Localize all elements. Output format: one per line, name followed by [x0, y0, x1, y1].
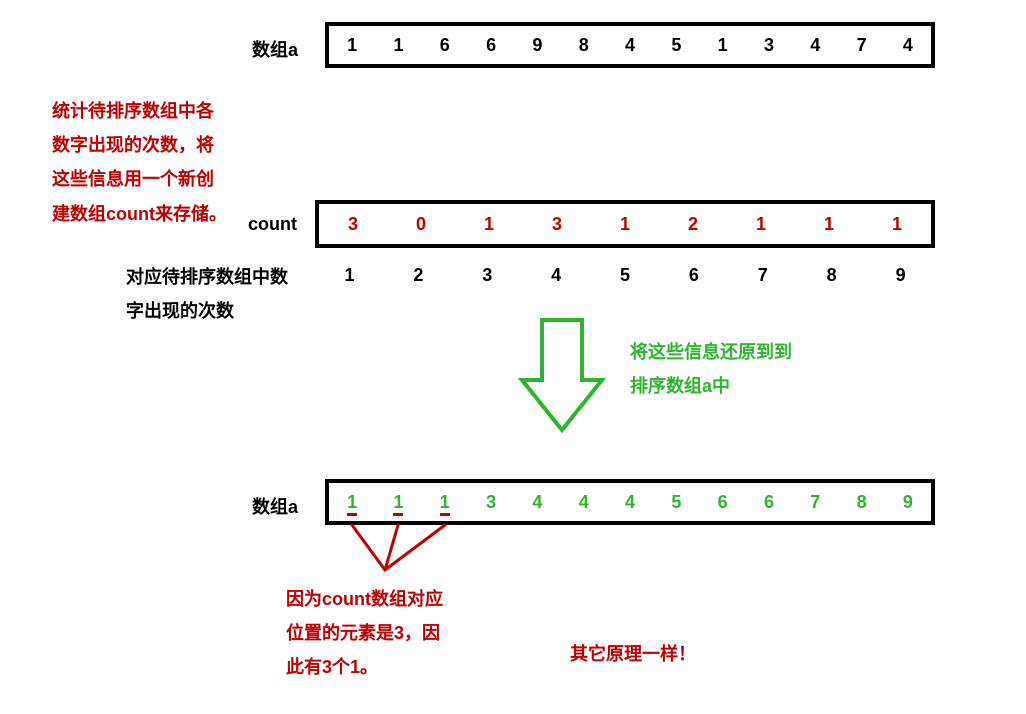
array-a-bottom-cell: 9 — [885, 492, 931, 513]
underlined-value: 1 — [440, 492, 450, 516]
array-a-bottom-cell: 8 — [838, 492, 884, 513]
array-a-bottom-cell: 3 — [468, 492, 514, 513]
para-line: 字出现的次数 — [126, 301, 234, 321]
array-a-bottom-cell: 5 — [653, 492, 699, 513]
array-a-top-cell: 1 — [375, 35, 421, 56]
index-cell: 1 — [315, 265, 384, 286]
para-line: 数字出现的次数，将 — [52, 135, 214, 155]
array-a-top-cell: 3 — [746, 35, 792, 56]
count-cell: 1 — [727, 214, 795, 235]
count-label: count — [248, 214, 297, 235]
count-box: 301312111 — [315, 200, 935, 248]
para-bottom-right: 其它原理一样！ — [570, 640, 696, 666]
array-a-top-cell: 7 — [838, 35, 884, 56]
array-a-bottom-cell: 4 — [561, 492, 607, 513]
index-cell: 6 — [659, 265, 728, 286]
array-a-top-cell: 1 — [329, 35, 375, 56]
underlined-value: 1 — [393, 492, 403, 516]
underlined-value: 1 — [347, 492, 357, 516]
index-row-label: 对应待排序数组中数字出现的次数 — [126, 260, 288, 328]
array-a-bottom-cell: 7 — [792, 492, 838, 513]
para-line: 对应待排序数组中数 — [126, 267, 288, 287]
array-a-top-cell: 1 — [700, 35, 746, 56]
para-count-explanation: 统计待排序数组中各数字出现的次数，将这些信息用一个新创建数组count来存储。 — [52, 94, 227, 231]
array-a-bottom-cell: 4 — [514, 492, 560, 513]
index-cell: 2 — [384, 265, 453, 286]
array-a-bottom-cell: 6 — [700, 492, 746, 513]
array-a-bottom-cell: 1 — [329, 492, 375, 513]
array-a-top-cell: 6 — [468, 35, 514, 56]
para-line: 排序数组a中 — [630, 376, 730, 396]
index-cell: 3 — [453, 265, 522, 286]
para-line: 这些信息用一个新创 — [52, 169, 214, 189]
array-a-bottom-cell: 6 — [746, 492, 792, 513]
array-a-top-label: 数组a — [252, 36, 298, 62]
para-line: 此有3个1。 — [286, 657, 378, 677]
count-cell: 1 — [455, 214, 523, 235]
index-cell: 8 — [797, 265, 866, 286]
index-cell: 4 — [522, 265, 591, 286]
para-line: 位置的元素是3，因 — [286, 623, 440, 643]
count-cell: 3 — [319, 214, 387, 235]
count-cell: 1 — [863, 214, 931, 235]
array-a-top-cell: 4 — [885, 35, 931, 56]
index-cell: 5 — [591, 265, 660, 286]
para-line: 因为count数组对应 — [286, 589, 443, 609]
array-a-top-cell: 8 — [561, 35, 607, 56]
count-cell: 1 — [591, 214, 659, 235]
array-a-top-cell: 4 — [792, 35, 838, 56]
index-row-values: 123456789 — [315, 255, 935, 295]
count-cell: 1 — [795, 214, 863, 235]
para-line: 将这些信息还原到到 — [630, 342, 792, 362]
index-cell: 7 — [728, 265, 797, 286]
count-cell: 2 — [659, 214, 727, 235]
para-arrow-text: 将这些信息还原到到排序数组a中 — [630, 335, 792, 403]
count-cell: 0 — [387, 214, 455, 235]
array-a-top-cell: 5 — [653, 35, 699, 56]
index-cell: 9 — [866, 265, 935, 286]
down-arrow-icon — [518, 316, 606, 434]
array-a-bottom-cell: 1 — [375, 492, 421, 513]
para-line: 建数组count来存储。 — [52, 204, 227, 224]
count-cell: 3 — [523, 214, 591, 235]
array-a-bottom-label: 数组a — [252, 493, 298, 519]
array-a-top-cell: 6 — [422, 35, 468, 56]
array-a-bottom-cell: 4 — [607, 492, 653, 513]
array-a-top-cell: 4 — [607, 35, 653, 56]
para-line: 统计待排序数组中各 — [52, 101, 214, 121]
v-lines-annotation — [346, 523, 451, 576]
para-bottom-left: 因为count数组对应位置的元素是3，因此有3个1。 — [286, 582, 443, 685]
array-a-bottom-cell: 1 — [422, 492, 468, 513]
array-a-bottom-box: 1113444566789 — [325, 479, 935, 525]
array-a-top-cell: 9 — [514, 35, 560, 56]
array-a-top-box: 1166984513474 — [325, 22, 935, 68]
